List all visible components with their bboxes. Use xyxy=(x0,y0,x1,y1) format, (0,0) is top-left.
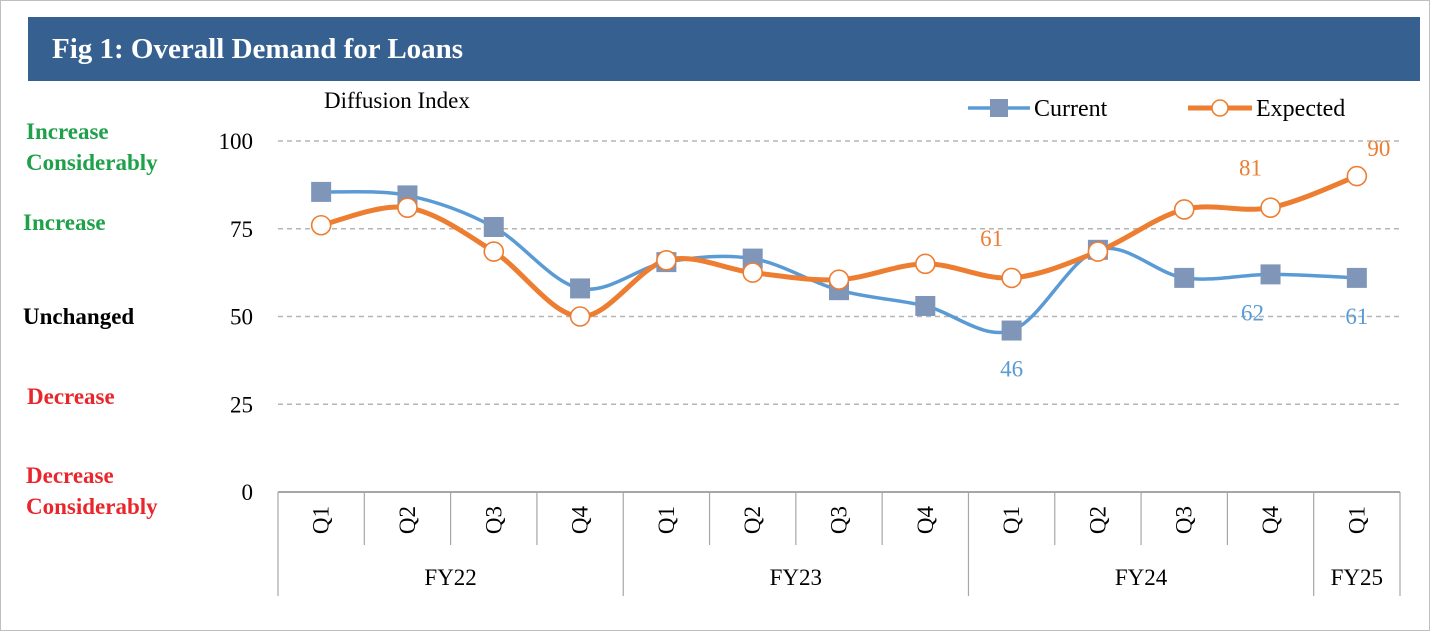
data-label: 90 xyxy=(1367,136,1390,161)
x-tick-label: Q3 xyxy=(1172,506,1197,534)
y-tick-label: 75 xyxy=(230,217,253,242)
x-tick-label: Q2 xyxy=(395,506,420,534)
category-label: Increase Considerably xyxy=(26,116,158,178)
year-label: FY24 xyxy=(1115,565,1168,590)
category-label-line: Increase xyxy=(23,210,106,235)
expected-marker xyxy=(1173,199,1195,220)
legend-marker-current xyxy=(990,99,1008,117)
series-markers xyxy=(310,165,1368,341)
expected-marker xyxy=(1001,267,1022,289)
x-axis: Q1 Q2 Q3 Q4 Q1 Q2 Q3 Q4 Q1 Q2 Q3 Q4 Q1 FY22 FY23 FY24 FY… xyxy=(277,491,1401,596)
current-marker xyxy=(1346,267,1367,288)
current-marker xyxy=(570,278,591,299)
data-labels: 46 62 61 61 81 90 xyxy=(980,136,1390,381)
current-marker xyxy=(311,181,332,202)
current-marker xyxy=(915,295,936,316)
category-label: Decrease Considerably xyxy=(26,460,158,522)
expected-marker xyxy=(742,262,763,283)
category-label-line: Considerably xyxy=(26,150,158,175)
x-tick-label: Q3 xyxy=(481,506,506,534)
category-label: Increase xyxy=(23,207,106,238)
x-tick-label: Q2 xyxy=(1085,506,1110,534)
x-tick-label: Q4 xyxy=(568,505,593,534)
x-tick-label: Q1 xyxy=(309,506,334,534)
expected-marker xyxy=(397,197,418,218)
x-tick-label: Q1 xyxy=(1344,506,1369,534)
year-label: FY23 xyxy=(770,565,822,590)
category-label-line: Considerably xyxy=(26,494,158,519)
data-label: 62 xyxy=(1241,300,1264,325)
category-label-line: Unchanged xyxy=(23,304,135,329)
current-marker xyxy=(742,248,763,269)
title-bar: Fig 1: Overall Demand for Loans xyxy=(28,17,1420,81)
category-label: Decrease xyxy=(27,381,115,412)
category-label-line: Decrease xyxy=(26,463,114,488)
gridlines xyxy=(278,140,1400,405)
expected-marker xyxy=(1346,165,1368,187)
series-lines xyxy=(320,173,1358,335)
expected-marker xyxy=(656,250,677,271)
category-label-line: Decrease xyxy=(27,384,115,409)
current-marker xyxy=(1174,267,1195,288)
current-marker xyxy=(1260,264,1281,285)
y-axis-ticks: 0 25 50 75 100 xyxy=(219,129,254,505)
current-marker xyxy=(483,216,504,237)
expected-marker xyxy=(569,306,591,327)
x-tick-label: Q2 xyxy=(740,506,765,534)
chart-title: Fig 1: Overall Demand for Loans xyxy=(52,33,464,65)
y-axis-unit-label: Diffusion Index xyxy=(324,88,470,113)
category-label: Unchanged xyxy=(23,301,134,332)
data-label: 61 xyxy=(980,226,1003,251)
x-tick-label: Q1 xyxy=(654,506,679,534)
category-label-line: Increase xyxy=(26,119,109,144)
year-label: FY25 xyxy=(1331,565,1383,590)
current-marker xyxy=(1001,320,1022,341)
data-label: 61 xyxy=(1345,304,1368,329)
expected-marker xyxy=(483,241,505,262)
legend-label-expected: Expected xyxy=(1256,96,1345,122)
year-label: FY22 xyxy=(424,565,476,590)
x-tick-label: Q1 xyxy=(999,506,1024,534)
x-tick-label: Q4 xyxy=(913,505,938,534)
series-line-current xyxy=(321,189,1357,335)
y-tick-label: 0 xyxy=(242,480,254,505)
expected-marker xyxy=(1260,197,1281,218)
expected-marker xyxy=(828,269,850,290)
y-tick-label: 50 xyxy=(230,305,253,330)
y-tick-label: 100 xyxy=(219,129,254,154)
legend-marker-expected xyxy=(1211,99,1229,117)
y-tick-label: 25 xyxy=(230,392,253,417)
expected-marker xyxy=(1087,241,1109,262)
data-label: 81 xyxy=(1239,156,1262,181)
x-tick-label: Q4 xyxy=(1258,505,1283,534)
x-tick-label: Q3 xyxy=(827,506,852,534)
data-label: 46 xyxy=(1000,357,1023,382)
expected-marker xyxy=(915,253,936,275)
legend: Current Expected xyxy=(968,96,1345,122)
legend-label-current: Current xyxy=(1034,96,1108,122)
expected-marker xyxy=(310,214,332,236)
